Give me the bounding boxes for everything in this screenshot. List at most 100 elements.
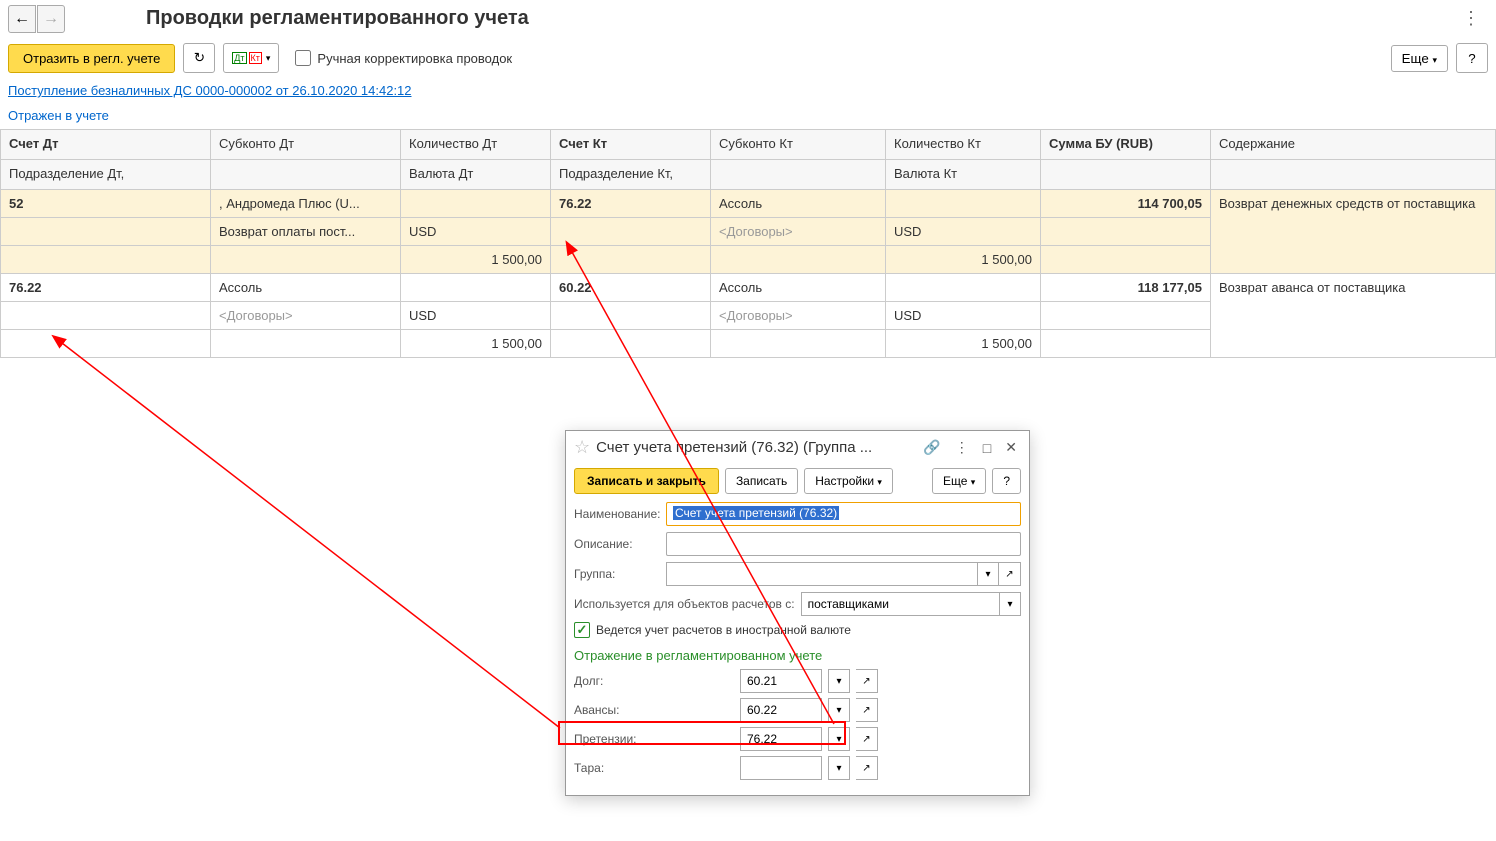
debt-input[interactable]: [740, 669, 822, 693]
header-row-1: Счет Дт Субконто Дт Количество Дт Счет К…: [1, 130, 1496, 160]
advance-label: Авансы:: [574, 703, 734, 717]
status-text: Отражен в учете: [0, 102, 1496, 129]
cell-sum: 118 177,05: [1041, 274, 1211, 302]
header-row-2: Подразделение Дт, Валюта Дт Подразделени…: [1, 160, 1496, 190]
col-sub-dt[interactable]: Субконто Дт: [211, 130, 401, 160]
reflect-button[interactable]: Отразить в регл. учете: [8, 44, 175, 73]
link-icon[interactable]: 🔗: [919, 437, 944, 458]
cell-sub-kt: Ассоль: [711, 274, 886, 302]
cell-cur-kt: USD: [886, 302, 1041, 330]
dialog-header: ☆ Счет учета претензий (76.32) (Группа .…: [566, 431, 1029, 464]
col-sub-kt[interactable]: Субконто Кт: [711, 130, 886, 160]
dialog-kebab-icon[interactable]: ⋮: [951, 437, 973, 458]
manual-edit-label: Ручная корректировка проводок: [317, 51, 512, 66]
name-input[interactable]: Счет учета претензий (76.32): [666, 502, 1021, 526]
cell-sub-dt-2: <Договоры>: [211, 302, 401, 330]
tare-open-button[interactable]: ↗: [856, 756, 878, 780]
cell-sub-kt-2: <Договоры>: [711, 218, 886, 246]
kebab-menu-icon[interactable]: ⋮: [1454, 4, 1488, 33]
manual-edit-checkbox[interactable]: [295, 50, 311, 66]
more-button[interactable]: Еще ▾: [1391, 45, 1448, 72]
main-toolbar: Отразить в регл. учете ↻ ДтКт▾ Ручная ко…: [0, 37, 1496, 79]
dialog-toolbar: Записать и закрыть Записать Настройки ▾ …: [566, 464, 1029, 502]
manual-edit-checkbox-wrap[interactable]: Ручная корректировка проводок: [295, 50, 512, 66]
col-desc[interactable]: Содержание: [1211, 130, 1496, 160]
cell-sub-kt-2: <Договоры>: [711, 302, 886, 330]
desc-input[interactable]: [666, 532, 1021, 556]
advance-open-button[interactable]: ↗: [856, 698, 878, 722]
advance-dropdown-button[interactable]: ▾: [828, 698, 850, 722]
group-open-button[interactable]: ↗: [999, 562, 1021, 586]
cell-sub-kt: Ассоль: [711, 190, 886, 218]
col-cur-kt[interactable]: Валюта Кт: [886, 160, 1041, 190]
claims-open-button[interactable]: ↗: [856, 727, 878, 751]
col-qty-dt[interactable]: Количество Дт: [401, 130, 551, 160]
close-icon[interactable]: ✕: [1001, 437, 1021, 458]
desc-label: Описание:: [574, 537, 660, 551]
claims-input[interactable]: [740, 727, 822, 751]
refresh-icon: ↻: [194, 50, 205, 66]
cell-acct-kt: 60.22: [551, 274, 711, 302]
cell-qty-kt: [886, 190, 1041, 218]
used-for-dropdown-button[interactable]: ▾: [999, 592, 1021, 616]
page-title: Проводки регламентированного учета: [146, 7, 529, 30]
settings-button[interactable]: Настройки ▾: [804, 468, 893, 494]
group-input[interactable]: [666, 562, 977, 586]
document-link[interactable]: Поступление безналичных ДС 0000-000002 о…: [0, 79, 420, 102]
cell-sub-dt-2: Возврат оплаты пост...: [211, 218, 401, 246]
cell-acct-dt: 52: [1, 190, 211, 218]
entries-table: Счет Дт Субконто Дт Количество Дт Счет К…: [0, 129, 1496, 358]
debt-dropdown-button[interactable]: ▾: [828, 669, 850, 693]
entry-row[interactable]: 76.22 Ассоль 60.22 Ассоль 118 177,05 Воз…: [1, 274, 1496, 302]
cell-cur-kt: USD: [886, 218, 1041, 246]
dt-icon: Дт: [232, 52, 246, 64]
cell-sum: 114 700,05: [1041, 190, 1211, 218]
cell-cur-dt: USD: [401, 302, 551, 330]
tare-label: Тара:: [574, 761, 734, 775]
cell-sub-dt: Ассоль: [211, 274, 401, 302]
col-dept-dt[interactable]: Подразделение Дт,: [1, 160, 211, 190]
save-button[interactable]: Записать: [725, 468, 798, 494]
cell-sub-dt: , Андромеда Плюс (U...: [211, 190, 401, 218]
dialog-title: Счет учета претензий (76.32) (Группа ...: [596, 439, 913, 456]
cell-qty-kt: [886, 274, 1041, 302]
favorite-star-icon[interactable]: ☆: [574, 437, 590, 458]
help-button[interactable]: ?: [1456, 43, 1488, 73]
col-acct-kt[interactable]: Счет Кт: [551, 130, 711, 160]
advance-input[interactable]: [740, 698, 822, 722]
col-qty-kt[interactable]: Количество Кт: [886, 130, 1041, 160]
cell-acct-dt: 76.22: [1, 274, 211, 302]
save-close-button[interactable]: Записать и закрыть: [574, 468, 719, 494]
top-nav: ← → Проводки регламентированного учета ⋮: [0, 0, 1496, 37]
cell-acct-kt: 76.22: [551, 190, 711, 218]
tare-dropdown-button[interactable]: ▾: [828, 756, 850, 780]
maximize-icon[interactable]: □: [979, 438, 995, 458]
cell-desc: Возврат денежных средств от поставщика: [1211, 190, 1496, 274]
foreign-currency-checkbox[interactable]: ✓: [574, 622, 590, 638]
foreign-currency-label: Ведется учет расчетов в иностранной валю…: [596, 623, 851, 637]
used-for-input[interactable]: [801, 592, 999, 616]
col-acct-dt[interactable]: Счет Дт: [1, 130, 211, 160]
debt-label: Долг:: [574, 674, 734, 688]
cell-qty-dt: [401, 190, 551, 218]
account-dialog: ☆ Счет учета претензий (76.32) (Группа .…: [565, 430, 1030, 796]
nav-forward-button[interactable]: →: [37, 5, 65, 33]
col-sum[interactable]: Сумма БУ (RUB): [1041, 130, 1211, 160]
col-cur-dt[interactable]: Валюта Дт: [401, 160, 551, 190]
kt-icon: Кт: [249, 52, 262, 64]
name-label: Наименование:: [574, 507, 660, 521]
cell-qty-dt-val: 1 500,00: [401, 246, 551, 274]
dialog-more-button[interactable]: Еще ▾: [932, 468, 986, 494]
dt-kt-button[interactable]: ДтКт▾: [223, 43, 279, 73]
claims-dropdown-button[interactable]: ▾: [828, 727, 850, 751]
cell-qty-kt-val: 1 500,00: [886, 246, 1041, 274]
col-dept-kt[interactable]: Подразделение Кт,: [551, 160, 711, 190]
nav-back-button[interactable]: ←: [8, 5, 36, 33]
debt-open-button[interactable]: ↗: [856, 669, 878, 693]
group-dropdown-button[interactable]: ▾: [977, 562, 999, 586]
entry-row[interactable]: 52 , Андромеда Плюс (U... 76.22 Ассоль 1…: [1, 190, 1496, 218]
refresh-button[interactable]: ↻: [183, 43, 215, 73]
dialog-help-button[interactable]: ?: [992, 468, 1021, 494]
tare-input[interactable]: [740, 756, 822, 780]
cell-qty-kt-val: 1 500,00: [886, 330, 1041, 358]
